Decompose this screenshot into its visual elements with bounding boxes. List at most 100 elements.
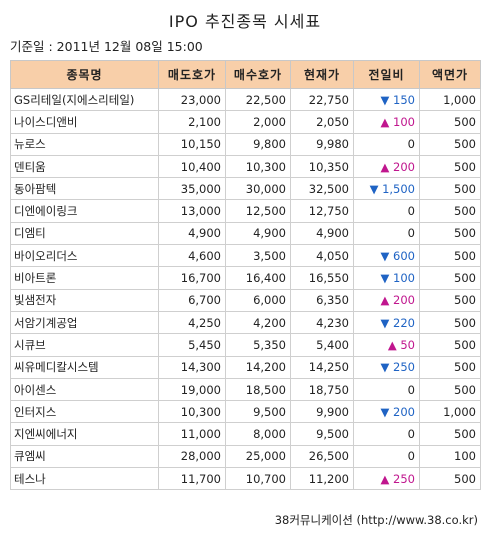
stock-name: 빛샘전자 bbox=[10, 288, 159, 312]
change-value: 0 bbox=[353, 221, 420, 246]
change-value: 0 bbox=[353, 422, 420, 446]
price-table: 종목명 매도호가 매수호가 현재가 전일비 액면가 GS리테일(지에스리테일) 2… bbox=[10, 60, 481, 491]
header-name: 종목명 bbox=[10, 60, 159, 89]
par-value: 500 bbox=[419, 355, 481, 379]
change-value: ▼ 250 bbox=[353, 355, 420, 379]
stock-name: 아이센스 bbox=[10, 377, 159, 402]
table-row: GS리테일(지에스리테일) 23,000 22,500 22,750 ▼ 150 1,00… bbox=[10, 87, 481, 112]
source-credit: 38커뮤니케이션 (http://www.38.co.kr) bbox=[274, 513, 478, 527]
ask-price: 10,400 bbox=[158, 154, 226, 179]
page-title: IPO 추진종목 시세표 bbox=[168, 12, 322, 31]
header-price: 현재가 bbox=[290, 60, 354, 89]
change-amount: 100 bbox=[393, 271, 415, 286]
ask-price: 4,250 bbox=[158, 310, 226, 335]
table-row: 디엠티 4,900 4,900 4,900 0 500 bbox=[10, 221, 481, 246]
stock-name: 나이스디앤비 bbox=[10, 110, 159, 134]
change-amount: 200 bbox=[393, 159, 415, 174]
stock-name: 동아팜텍 bbox=[10, 177, 159, 201]
up-arrow-icon: ▲ bbox=[380, 471, 394, 486]
current-price: 10,350 bbox=[290, 154, 354, 179]
ask-price: 19,000 bbox=[158, 377, 226, 402]
change-amount: 0 bbox=[407, 226, 415, 241]
down-arrow-icon: ▼ bbox=[380, 360, 394, 375]
table-row: 나이스디앤비 2,100 2,000 2,050 ▲ 100 500 bbox=[10, 110, 481, 134]
ask-price: 14,300 bbox=[158, 355, 226, 379]
stock-name: 뉴로스 bbox=[10, 132, 159, 156]
bid-price: 30,000 bbox=[225, 177, 291, 201]
change-value: ▼ 150 bbox=[353, 87, 420, 112]
par-value: 500 bbox=[419, 333, 481, 357]
bid-price: 9,500 bbox=[225, 400, 291, 424]
table-row: 시큐브 5,450 5,350 5,400 ▲ 50 500 bbox=[10, 333, 481, 357]
ask-price: 23,000 bbox=[158, 87, 226, 112]
current-price: 4,230 bbox=[290, 310, 354, 335]
change-value: ▼ 200 bbox=[353, 400, 420, 424]
down-arrow-icon: ▼ bbox=[369, 181, 383, 196]
current-price: 4,050 bbox=[290, 244, 354, 268]
header-par: 액면가 bbox=[419, 60, 481, 89]
table-header-row: 종목명 매도호가 매수호가 현재가 전일비 액면가 bbox=[10, 60, 481, 89]
table-row: 비아트론 16,700 16,400 16,550 ▼ 100 500 bbox=[10, 266, 481, 290]
up-arrow-icon: ▲ bbox=[387, 337, 401, 352]
down-arrow-icon: ▼ bbox=[380, 315, 394, 330]
change-value: ▲ 200 bbox=[353, 154, 420, 179]
stock-name: 디엔에이링크 bbox=[10, 199, 159, 223]
header-ask: 매도호가 bbox=[158, 60, 226, 89]
table-row: 디엔에이링크 13,000 12,500 12,750 0 500 bbox=[10, 199, 481, 223]
par-value: 500 bbox=[419, 310, 481, 335]
par-value: 500 bbox=[419, 288, 481, 312]
header-bid: 매수호가 bbox=[225, 60, 291, 89]
current-price: 14,250 bbox=[290, 355, 354, 379]
current-price: 9,900 bbox=[290, 400, 354, 424]
table-row: 큐엠씨 28,000 25,000 26,500 0 100 bbox=[10, 444, 481, 469]
ask-price: 5,450 bbox=[158, 333, 226, 357]
table-row: 서암기계공업 4,250 4,200 4,230 ▼ 220 500 bbox=[10, 310, 481, 335]
current-price: 26,500 bbox=[290, 444, 354, 469]
down-arrow-icon: ▼ bbox=[380, 248, 394, 263]
par-value: 500 bbox=[419, 244, 481, 268]
base-date: 기준일 : 2011년 12월 08일 15:00 bbox=[10, 39, 203, 54]
bid-price: 2,000 bbox=[225, 110, 291, 134]
bid-price: 4,900 bbox=[225, 221, 291, 246]
table-row: 덴티움 10,400 10,300 10,350 ▲ 200 500 bbox=[10, 154, 481, 179]
ask-price: 10,300 bbox=[158, 400, 226, 424]
stock-name: 덴티움 bbox=[10, 154, 159, 179]
current-price: 4,900 bbox=[290, 221, 354, 246]
current-price: 18,750 bbox=[290, 377, 354, 402]
change-amount: 0 bbox=[407, 137, 415, 152]
change-value: ▲ 250 bbox=[353, 467, 420, 491]
bid-price: 14,200 bbox=[225, 355, 291, 379]
bid-price: 16,400 bbox=[225, 266, 291, 290]
current-price: 6,350 bbox=[290, 288, 354, 312]
table-row: 동아팜텍 35,000 30,000 32,500 ▼ 1,500 500 bbox=[10, 177, 481, 201]
up-arrow-icon: ▲ bbox=[380, 159, 394, 174]
ask-price: 35,000 bbox=[158, 177, 226, 201]
par-value: 500 bbox=[419, 154, 481, 179]
par-value: 500 bbox=[419, 132, 481, 156]
ask-price: 10,150 bbox=[158, 132, 226, 156]
ask-price: 4,600 bbox=[158, 244, 226, 268]
change-amount: 200 bbox=[393, 404, 415, 419]
current-price: 2,050 bbox=[290, 110, 354, 134]
change-amount: 50 bbox=[400, 337, 415, 352]
change-amount: 250 bbox=[393, 471, 415, 486]
down-arrow-icon: ▼ bbox=[380, 404, 394, 419]
table-row: 바이오리더스 4,600 3,500 4,050 ▼ 600 500 bbox=[10, 244, 481, 268]
bid-price: 12,500 bbox=[225, 199, 291, 223]
bid-price: 10,700 bbox=[225, 467, 291, 491]
ask-price: 6,700 bbox=[158, 288, 226, 312]
change-value: ▼ 1,500 bbox=[353, 177, 420, 201]
change-value: 0 bbox=[353, 199, 420, 223]
change-amount: 0 bbox=[407, 449, 415, 464]
change-value: ▼ 600 bbox=[353, 244, 420, 268]
stock-name: 인터지스 bbox=[10, 400, 159, 424]
table-row: 인터지스 10,300 9,500 9,900 ▼ 200 1,000 bbox=[10, 400, 481, 424]
change-amount: 600 bbox=[393, 248, 415, 263]
current-price: 12,750 bbox=[290, 199, 354, 223]
ask-price: 16,700 bbox=[158, 266, 226, 290]
stock-name: 지엔씨에너지 bbox=[10, 422, 159, 446]
current-price: 22,750 bbox=[290, 87, 354, 112]
change-amount: 250 bbox=[393, 360, 415, 375]
stock-name: 큐엠씨 bbox=[10, 444, 159, 469]
stock-name: 바이오리더스 bbox=[10, 244, 159, 268]
